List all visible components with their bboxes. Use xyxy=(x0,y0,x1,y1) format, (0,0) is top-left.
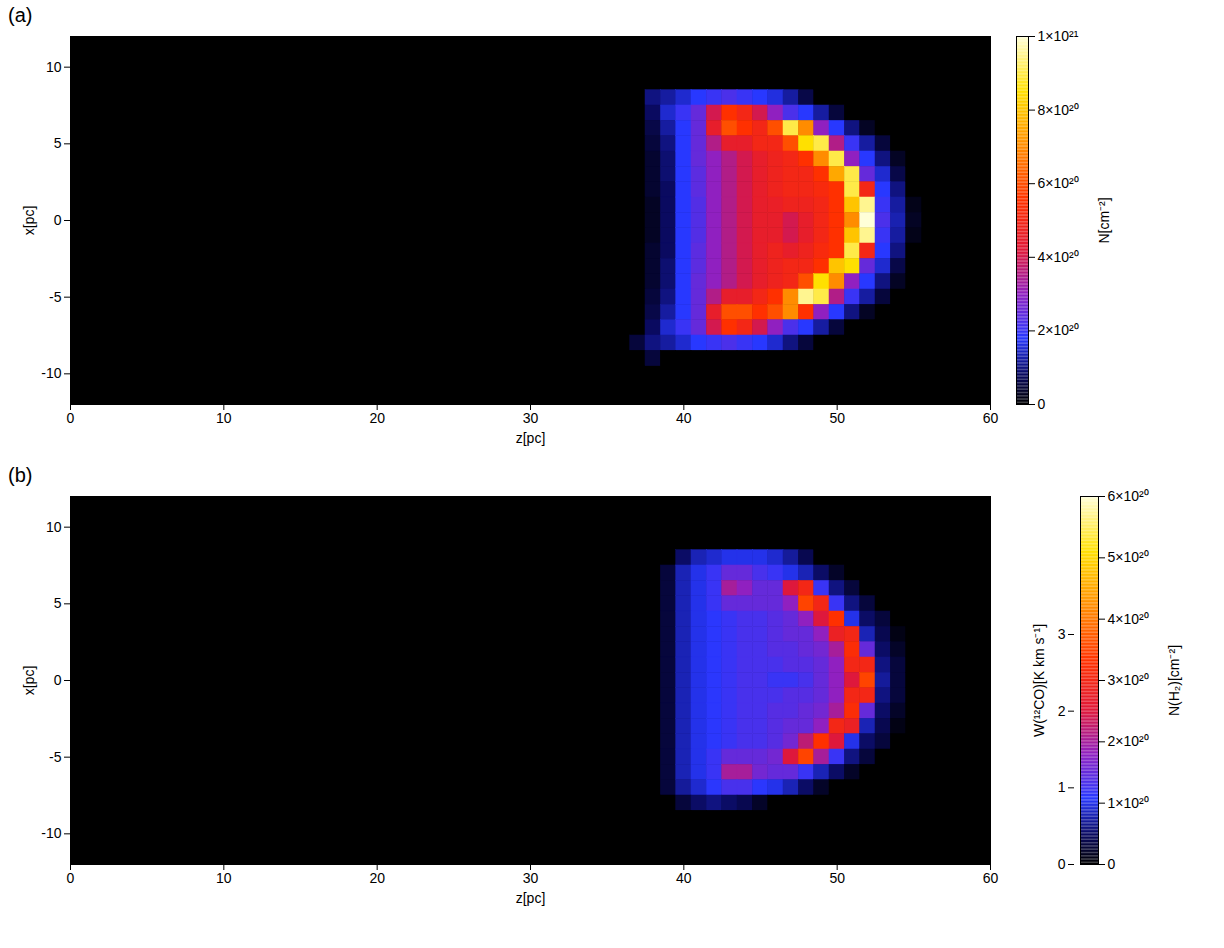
svg-text:20: 20 xyxy=(369,410,385,426)
html-text:(a): (a) xyxy=(8,4,33,26)
svg-text:50: 50 xyxy=(829,410,845,426)
svg-text:0: 0 xyxy=(67,870,75,886)
svg-text:0: 0 xyxy=(1058,856,1066,872)
svg-text:2×10²⁰: 2×10²⁰ xyxy=(1108,733,1149,749)
svg-text:x[pc]: x[pc] xyxy=(21,206,37,236)
html-text:(b): (b) xyxy=(8,464,33,486)
svg-text:20: 20 xyxy=(369,870,385,886)
svg-text:1: 1 xyxy=(1058,779,1066,795)
svg-text:5×10²⁰: 5×10²⁰ xyxy=(1108,549,1149,565)
svg-text:z[pc]: z[pc] xyxy=(516,430,546,446)
svg-text:N[cm⁻²]: N[cm⁻²] xyxy=(1096,197,1112,243)
svg-text:6×10²⁰: 6×10²⁰ xyxy=(1038,175,1079,191)
svg-text:0: 0 xyxy=(54,672,62,688)
svg-text:60: 60 xyxy=(983,870,999,886)
svg-text:50: 50 xyxy=(829,870,845,886)
svg-text:10: 10 xyxy=(46,519,62,535)
svg-text:3×10²⁰: 3×10²⁰ xyxy=(1108,672,1149,688)
svg-text:2: 2 xyxy=(1058,703,1066,719)
svg-text:60: 60 xyxy=(983,410,999,426)
svg-text:8×10²⁰: 8×10²⁰ xyxy=(1038,102,1079,118)
svg-text:0: 0 xyxy=(1038,396,1046,412)
svg-text:10: 10 xyxy=(216,870,232,886)
svg-text:W(¹²CO)[K km s⁻¹]: W(¹²CO)[K km s⁻¹] xyxy=(1031,624,1047,737)
svg-text:10: 10 xyxy=(216,410,232,426)
svg-text:5: 5 xyxy=(54,595,62,611)
svg-text:5: 5 xyxy=(54,135,62,151)
svg-text:x[pc]: x[pc] xyxy=(21,666,37,696)
svg-text:0: 0 xyxy=(67,410,75,426)
svg-text:40: 40 xyxy=(676,410,692,426)
svg-text:z[pc]: z[pc] xyxy=(516,890,546,906)
svg-text:30: 30 xyxy=(523,410,539,426)
svg-text:-10: -10 xyxy=(41,365,61,381)
svg-text:1×10²¹: 1×10²¹ xyxy=(1038,28,1079,44)
svg-text:3: 3 xyxy=(1058,626,1066,642)
svg-text:0: 0 xyxy=(1108,856,1116,872)
svg-text:-10: -10 xyxy=(41,825,61,841)
svg-text:40: 40 xyxy=(676,870,692,886)
svg-text:30: 30 xyxy=(523,870,539,886)
svg-text:-5: -5 xyxy=(49,289,62,305)
svg-text:2×10²⁰: 2×10²⁰ xyxy=(1038,322,1079,338)
svg-text:N(H₂)[cm⁻²]: N(H₂)[cm⁻²] xyxy=(1166,645,1182,716)
svg-text:-5: -5 xyxy=(49,749,62,765)
svg-text:6×10²⁰: 6×10²⁰ xyxy=(1108,488,1149,504)
svg-text:1×10²⁰: 1×10²⁰ xyxy=(1108,795,1149,811)
svg-text:4×10²⁰: 4×10²⁰ xyxy=(1038,249,1079,265)
svg-text:10: 10 xyxy=(46,59,62,75)
svg-text:4×10²⁰: 4×10²⁰ xyxy=(1108,611,1149,627)
svg-text:0: 0 xyxy=(54,212,62,228)
